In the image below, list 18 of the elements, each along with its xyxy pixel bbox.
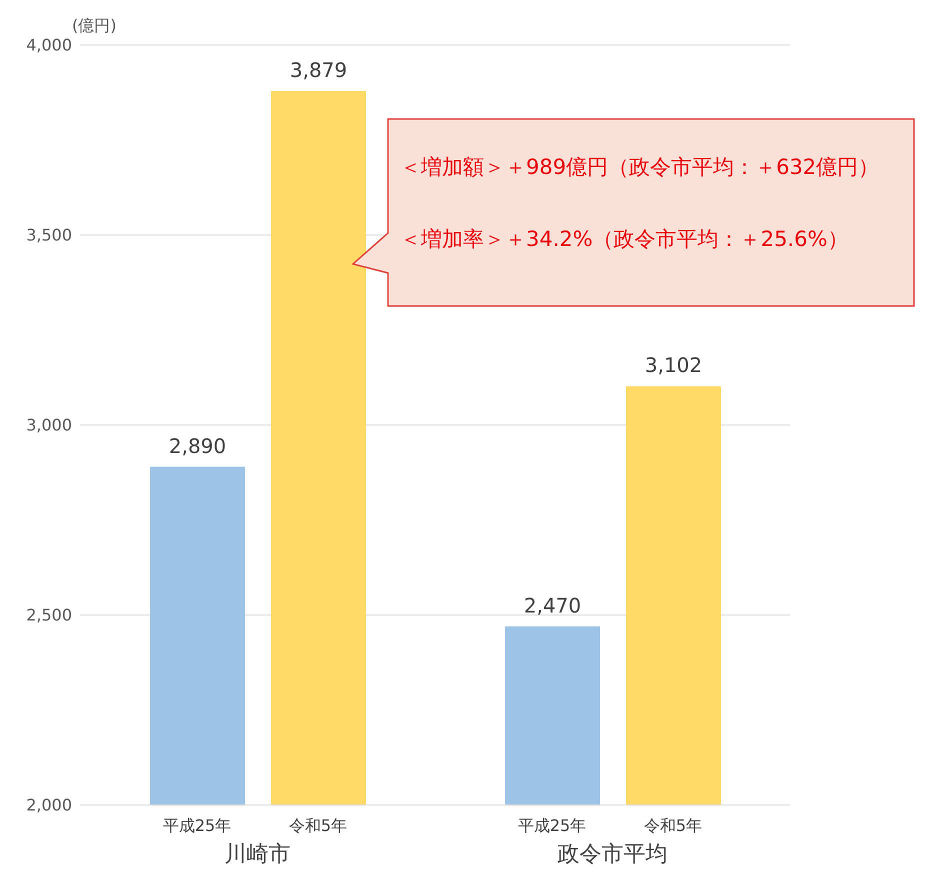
y-tick-label: 4,000	[26, 36, 72, 55]
data-label: 2,890	[168, 434, 226, 458]
data-label: 3,879	[290, 58, 348, 82]
y-axis-title: (億円)	[72, 16, 116, 37]
text: 平成25年	[518, 816, 586, 835]
series-label: 平成25年	[162, 816, 232, 835]
y-tick-label: 2,000	[26, 796, 72, 815]
series-label: 令和5年	[288, 816, 348, 835]
annotation: ＜増加率＞＋34.2%（政令市平均：＋25.6%）	[400, 226, 848, 253]
y-tick-label: 3,500	[26, 226, 72, 245]
text: 令和5年	[644, 816, 702, 835]
data-label: 2,470	[524, 593, 582, 618]
x-tick-label: 政令市平均	[558, 842, 668, 867]
annotation: ＜増加額＞＋989億円（政令市平均：＋632億円）	[400, 154, 880, 181]
data-label: 3,102	[644, 353, 702, 378]
y-tick-label: 3,000	[26, 416, 72, 435]
x-tick-label: 川崎市	[224, 842, 290, 867]
y-tick-label: 2,500	[26, 606, 72, 625]
